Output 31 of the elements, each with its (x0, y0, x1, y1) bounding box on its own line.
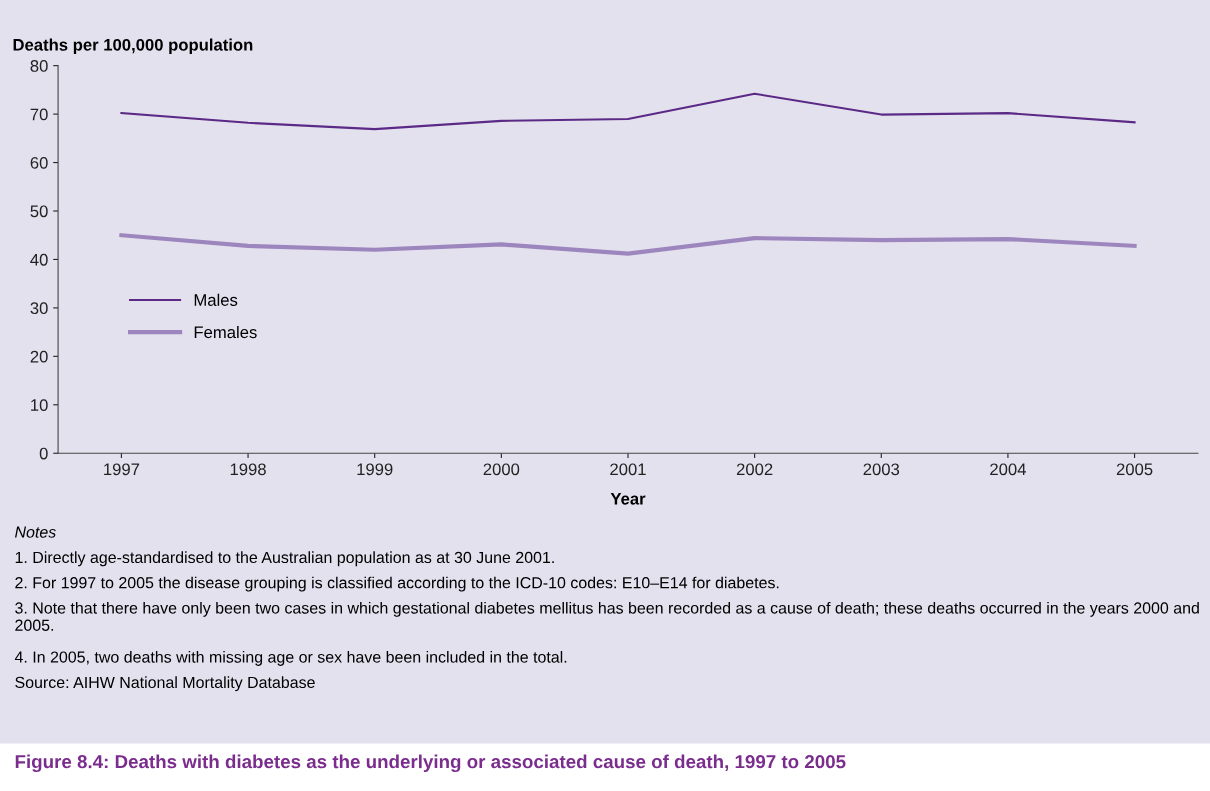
y-tick-label: 50 (30, 205, 48, 218)
y-tick-label: 0 (39, 447, 48, 460)
line-series (120, 92, 1136, 131)
x-tick-label: 1997 (104, 463, 140, 476)
y-tick-label: 80 (30, 60, 48, 72)
x-tick-label: 1998 (230, 463, 266, 476)
legend-label: Males (194, 293, 238, 306)
x-axis-title: Year (610, 493, 646, 505)
line-series (119, 233, 1137, 256)
text: 3. Note that there have only been two cases in which gestational diabetes mellitus has been recorded as a cause of death; these deaths occurred in the years 2000 and 2005. (15, 601, 1199, 631)
x-tick-label: 2002 (736, 463, 773, 476)
text: 4. In 2005, two deaths with missing age or sex have been included in the total. (14, 650, 567, 666)
source-note: Source: AIHW National Mortality Database (15, 676, 315, 692)
text: 2. For 1997 to 2005 the disease grouping is classified according to the ICD-10 codes: E10–E14 for diabetes. (15, 576, 779, 592)
text: 1. Directly age-standardised to the Australian population as at 30 June 2001. (15, 551, 554, 567)
y-tick-label: 20 (30, 350, 48, 363)
y-tick-label: 70 (30, 108, 48, 121)
y-axis-title: Deaths per 100,000 population (13, 38, 253, 55)
y-tick-label: 60 (30, 156, 48, 169)
x-tick-label: 2003 (863, 463, 900, 476)
text: Notes (15, 526, 56, 538)
y-tick-label: 10 (31, 399, 48, 411)
x-tick-label: 2001 (610, 463, 646, 476)
x-tick-label: 2005 (1116, 463, 1153, 476)
x-tick-label: 2000 (483, 463, 520, 476)
y-tick-label: 40 (30, 253, 48, 266)
legend-label: Females (194, 325, 257, 339)
x-tick-label: 1999 (357, 463, 393, 476)
y-tick-label: 30 (30, 302, 48, 315)
text: Figure 8.4: Deaths with diabetes as the underlying or associated cause of death, 1997 to 2005 (15, 754, 846, 773)
x-tick-label: 2004 (990, 463, 1026, 476)
